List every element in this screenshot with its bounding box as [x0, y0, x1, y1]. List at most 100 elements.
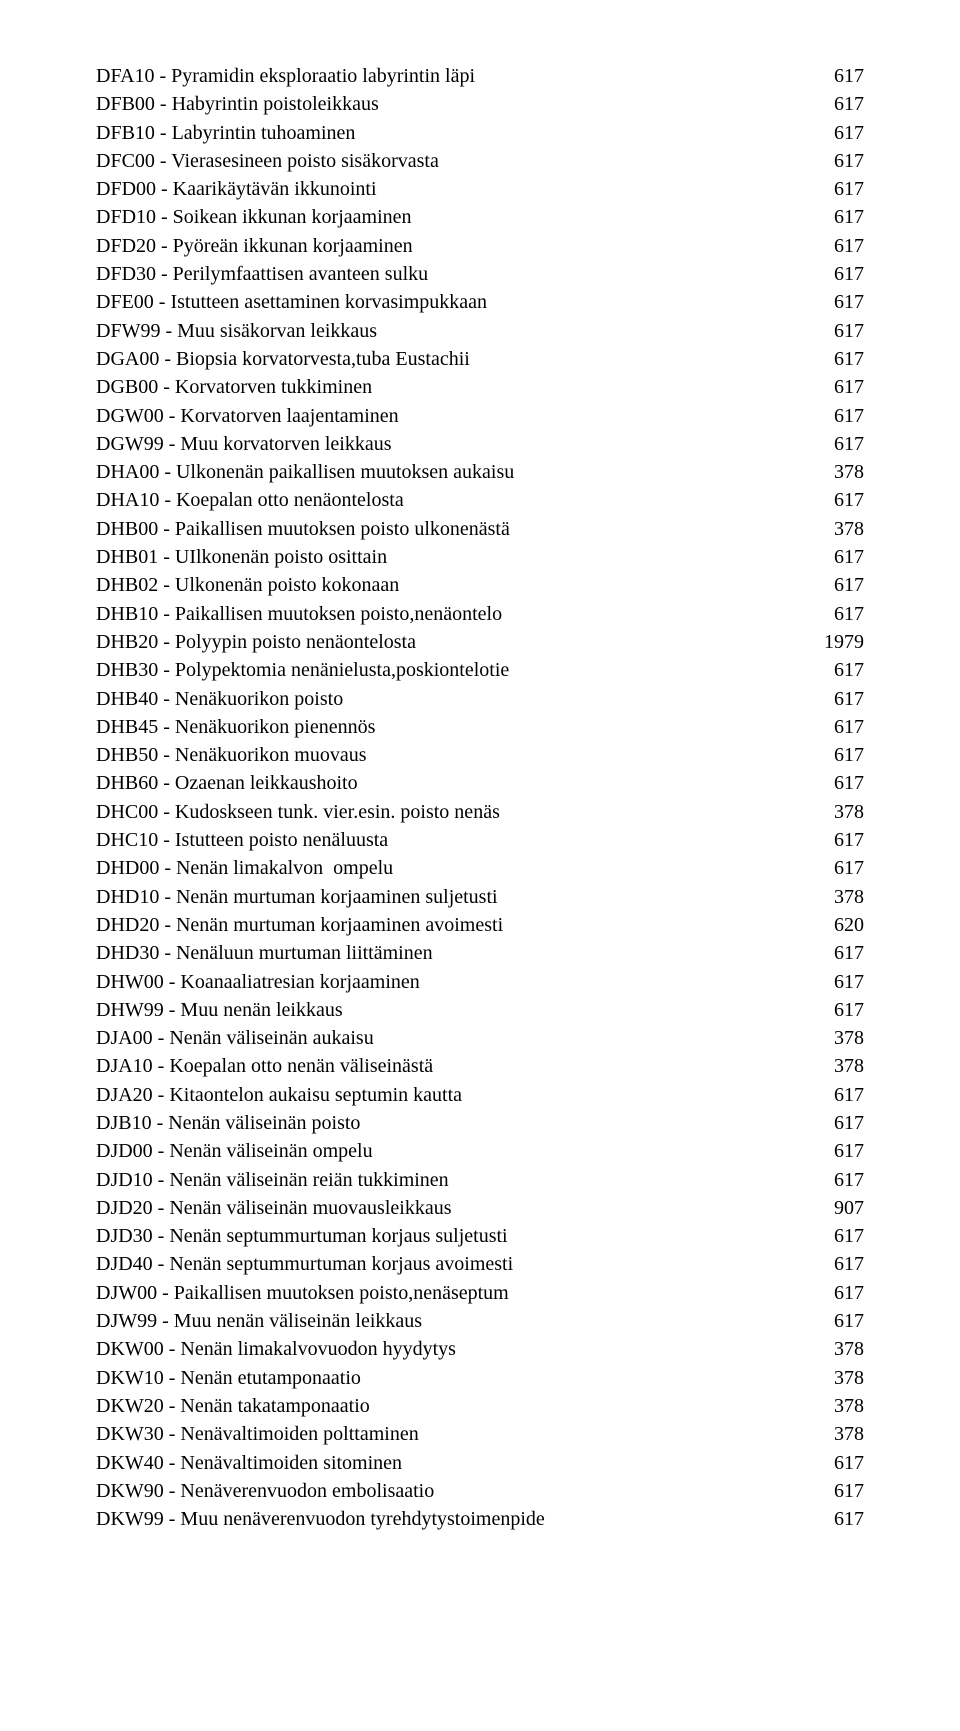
- table-row: DKW00 - Nenän limakalvovuodon hyydytys37…: [96, 1335, 864, 1363]
- procedure-value: 617: [764, 62, 864, 90]
- procedure-label: DHD00 - Nenän limakalvon ompelu: [96, 854, 764, 882]
- procedure-value: 617: [764, 203, 864, 231]
- procedure-value: 378: [764, 1392, 864, 1420]
- procedure-label: DJA10 - Koepalan otto nenän väliseinästä: [96, 1052, 764, 1080]
- table-row: DHB20 - Polyypin poisto nenäontelosta197…: [96, 628, 864, 656]
- procedure-label: DHB00 - Paikallisen muutoksen poisto ulk…: [96, 515, 764, 543]
- procedure-value: 617: [764, 1137, 864, 1165]
- procedure-value: 617: [764, 288, 864, 316]
- table-row: DKW10 - Nenän etutamponaatio378: [96, 1364, 864, 1392]
- procedure-value: 617: [764, 769, 864, 797]
- procedure-value: 617: [764, 1081, 864, 1109]
- procedure-value: 617: [764, 741, 864, 769]
- procedure-value: 617: [764, 1166, 864, 1194]
- procedure-value: 617: [764, 317, 864, 345]
- procedure-label: DGW00 - Korvatorven laajentaminen: [96, 402, 764, 430]
- table-row: DJA10 - Koepalan otto nenän väliseinästä…: [96, 1052, 864, 1080]
- procedure-value: 617: [764, 543, 864, 571]
- procedure-label: DHD30 - Nenäluun murtuman liittäminen: [96, 939, 764, 967]
- procedure-label: DHW00 - Koanaaliatresian korjaaminen: [96, 968, 764, 996]
- procedure-label: DJD10 - Nenän väliseinän reiän tukkimine…: [96, 1166, 764, 1194]
- table-row: DFC00 - Vierasesineen poisto sisäkorvast…: [96, 147, 864, 175]
- procedure-label: DKW20 - Nenän takatamponaatio: [96, 1392, 764, 1420]
- table-row: DFD10 - Soikean ikkunan korjaaminen617: [96, 203, 864, 231]
- procedure-value: 617: [764, 1250, 864, 1278]
- procedure-label: DHB20 - Polyypin poisto nenäontelosta: [96, 628, 764, 656]
- procedure-value: 617: [764, 939, 864, 967]
- procedure-label: DHW99 - Muu nenän leikkaus: [96, 996, 764, 1024]
- procedure-value: 378: [764, 798, 864, 826]
- table-row: DHD10 - Nenän murtuman korjaaminen sulje…: [96, 883, 864, 911]
- table-row: DJW99 - Muu nenän väliseinän leikkaus617: [96, 1307, 864, 1335]
- table-row: DHB30 - Polypektomia nenänielusta,poskio…: [96, 656, 864, 684]
- procedure-label: DHA10 - Koepalan otto nenäontelosta: [96, 486, 764, 514]
- procedure-value: 617: [764, 600, 864, 628]
- procedure-value: 620: [764, 911, 864, 939]
- procedure-value: 617: [764, 1505, 864, 1533]
- procedure-label: DKW00 - Nenän limakalvovuodon hyydytys: [96, 1335, 764, 1363]
- table-row: DKW30 - Nenävaltimoiden polttaminen378: [96, 1420, 864, 1448]
- procedure-value: 378: [764, 1420, 864, 1448]
- procedure-value: 617: [764, 1109, 864, 1137]
- procedure-value: 617: [764, 175, 864, 203]
- table-row: DHB40 - Nenäkuorikon poisto617: [96, 685, 864, 713]
- procedure-label: DHC10 - Istutteen poisto nenäluusta: [96, 826, 764, 854]
- table-row: DHA00 - Ulkonenän paikallisen muutoksen …: [96, 458, 864, 486]
- table-row: DFB10 - Labyrintin tuhoaminen617: [96, 119, 864, 147]
- procedure-label: DFC00 - Vierasesineen poisto sisäkorvast…: [96, 147, 764, 175]
- table-row: DGB00 - Korvatorven tukkiminen617: [96, 373, 864, 401]
- table-row: DJD40 - Nenän septummurtuman korjaus avo…: [96, 1250, 864, 1278]
- table-row: DHB01 - UIlkonenän poisto osittain617: [96, 543, 864, 571]
- procedure-value: 617: [764, 232, 864, 260]
- table-row: DKW20 - Nenän takatamponaatio378: [96, 1392, 864, 1420]
- procedure-value: 907: [764, 1194, 864, 1222]
- table-row: DFD30 - Perilymfaattisen avanteen sulku6…: [96, 260, 864, 288]
- procedure-label: DKW99 - Muu nenäverenvuodon tyrehdytysto…: [96, 1505, 764, 1533]
- procedure-label: DFE00 - Istutteen asettaminen korvasimpu…: [96, 288, 764, 316]
- procedure-value: 617: [764, 119, 864, 147]
- procedure-label: DKW40 - Nenävaltimoiden sitominen: [96, 1449, 764, 1477]
- procedure-label: DFB10 - Labyrintin tuhoaminen: [96, 119, 764, 147]
- procedure-value: 617: [764, 713, 864, 741]
- procedure-label: DFD20 - Pyöreän ikkunan korjaaminen: [96, 232, 764, 260]
- table-row: DFD20 - Pyöreän ikkunan korjaaminen617: [96, 232, 864, 260]
- procedure-label: DHA00 - Ulkonenän paikallisen muutoksen …: [96, 458, 764, 486]
- table-row: DKW90 - Nenäverenvuodon embolisaatio617: [96, 1477, 864, 1505]
- procedure-value: 617: [764, 968, 864, 996]
- procedure-label: DKW10 - Nenän etutamponaatio: [96, 1364, 764, 1392]
- procedure-label: DHB40 - Nenäkuorikon poisto: [96, 685, 764, 713]
- procedure-value: 617: [764, 685, 864, 713]
- table-row: DFA10 - Pyramidin eksploraatio labyrinti…: [96, 62, 864, 90]
- price-list-page: DFA10 - Pyramidin eksploraatio labyrinti…: [0, 0, 960, 1593]
- procedure-label: DJD00 - Nenän väliseinän ompelu: [96, 1137, 764, 1165]
- procedure-value: 378: [764, 515, 864, 543]
- table-row: DFE00 - Istutteen asettaminen korvasimpu…: [96, 288, 864, 316]
- procedure-value: 617: [764, 996, 864, 1024]
- table-row: DHA10 - Koepalan otto nenäontelosta617: [96, 486, 864, 514]
- procedure-value: 378: [764, 1335, 864, 1363]
- procedure-value: 617: [764, 1222, 864, 1250]
- procedure-value: 617: [764, 373, 864, 401]
- procedure-value: 617: [764, 402, 864, 430]
- procedure-label: DHB45 - Nenäkuorikon pienennös: [96, 713, 764, 741]
- table-row: DHC10 - Istutteen poisto nenäluusta617: [96, 826, 864, 854]
- table-row: DFD00 - Kaarikäytävän ikkunointi617: [96, 175, 864, 203]
- table-row: DGW00 - Korvatorven laajentaminen617: [96, 402, 864, 430]
- table-row: DHB02 - Ulkonenän poisto kokonaan617: [96, 571, 864, 599]
- table-row: DHB60 - Ozaenan leikkaushoito617: [96, 769, 864, 797]
- table-row: DJD00 - Nenän väliseinän ompelu617: [96, 1137, 864, 1165]
- procedure-label: DHB30 - Polypektomia nenänielusta,poskio…: [96, 656, 764, 684]
- table-row: DKW40 - Nenävaltimoiden sitominen617: [96, 1449, 864, 1477]
- procedure-label: DJD30 - Nenän septummurtuman korjaus sul…: [96, 1222, 764, 1250]
- procedure-value: 617: [764, 1307, 864, 1335]
- procedure-label: DFW99 - Muu sisäkorvan leikkaus: [96, 317, 764, 345]
- procedure-value: 617: [764, 826, 864, 854]
- procedure-value: 617: [764, 1477, 864, 1505]
- table-row: DJA20 - Kitaontelon aukaisu septumin kau…: [96, 1081, 864, 1109]
- procedure-label: DJA00 - Nenän väliseinän aukaisu: [96, 1024, 764, 1052]
- procedure-label: DHB50 - Nenäkuorikon muovaus: [96, 741, 764, 769]
- table-row: DJA00 - Nenän väliseinän aukaisu378: [96, 1024, 864, 1052]
- table-row: DGA00 - Biopsia korvatorvesta,tuba Eusta…: [96, 345, 864, 373]
- procedure-label: DJB10 - Nenän väliseinän poisto: [96, 1109, 764, 1137]
- table-row: DHW00 - Koanaaliatresian korjaaminen617: [96, 968, 864, 996]
